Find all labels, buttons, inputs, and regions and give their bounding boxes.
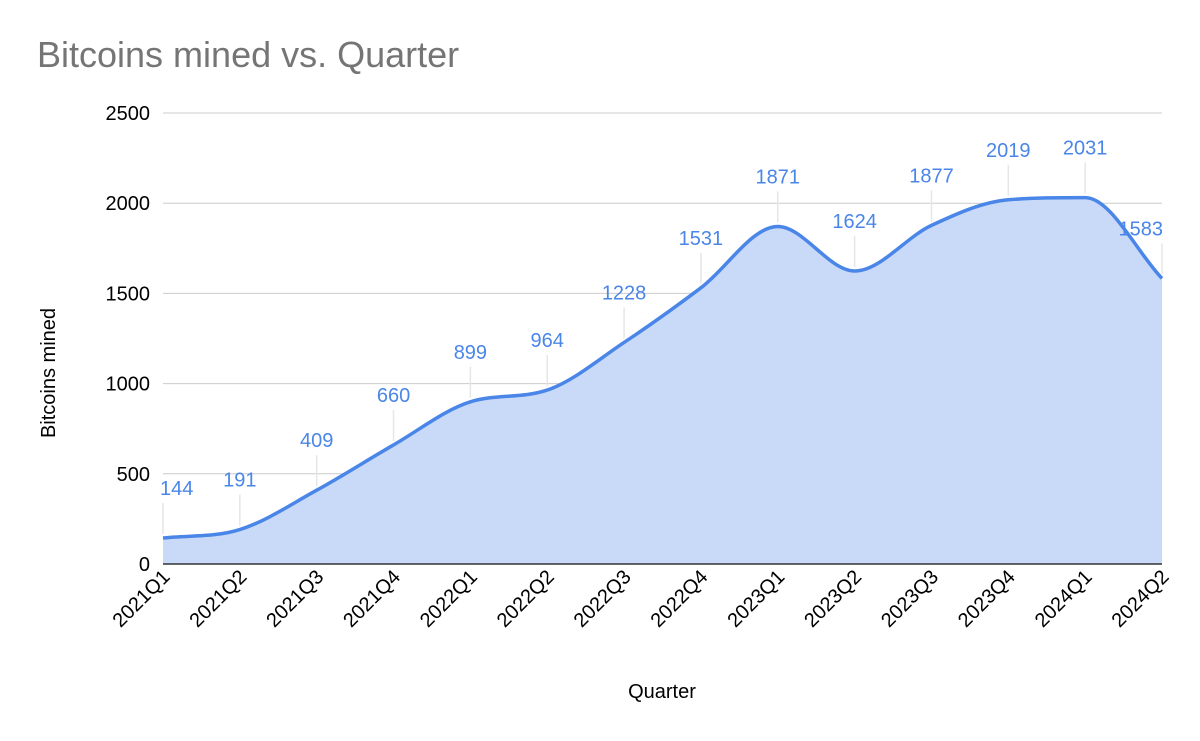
x-tick-labels: 2021Q1 2021Q2 2021Q3 2021Q4 2022Q1 2022Q2 2022… [109, 566, 1174, 632]
y-tick-label: 2500 [106, 103, 151, 125]
y-tick-label: 500 [117, 464, 150, 486]
y-tick-label: 0 [139, 554, 150, 576]
y-tick-label: 1500 [106, 283, 151, 305]
series-area-fill [163, 197, 1162, 564]
x-tick-label: 2021Q2 [185, 566, 251, 632]
x-tick-label: 2022Q2 [493, 566, 559, 632]
data-label: 1624 [832, 211, 877, 233]
chart-title: Bitcoins mined vs. Quarter [37, 34, 460, 75]
x-tick-label: 2022Q4 [647, 566, 713, 632]
data-label: 964 [531, 330, 564, 352]
x-tick-label: 2023Q4 [954, 566, 1020, 632]
y-tick-label: 2000 [106, 193, 151, 215]
data-labels: 144 191 409 660 899 964 1228 1531 1871 1624 1877 20… [160, 138, 1163, 500]
x-tick-label: 2021Q3 [262, 566, 328, 632]
y-tick-labels: 0 500 1000 1500 2000 2500 [106, 103, 151, 576]
series-line [162, 195, 1164, 540]
data-label: 144 [160, 478, 193, 500]
y-tick-label: 1000 [106, 374, 151, 396]
data-label: 899 [454, 342, 487, 364]
x-tick-label: 2022Q3 [570, 566, 636, 632]
x-tick-label: 2024Q1 [1031, 566, 1097, 632]
data-label: 1583 [1119, 218, 1164, 240]
data-label: 1531 [679, 228, 724, 250]
x-tick-label: 2024Q2 [1108, 566, 1174, 632]
data-label: 1871 [756, 166, 801, 188]
data-label-leaders [162, 162, 1163, 535]
data-label: 2031 [1063, 138, 1108, 160]
x-tick-label: 2023Q1 [723, 566, 789, 632]
x-tick-label: 2022Q1 [416, 566, 482, 632]
x-axis-title: Quarter [628, 681, 696, 703]
y-axis-title: Bitcoins mined [38, 308, 60, 438]
data-label: 1228 [602, 282, 647, 304]
data-label: 191 [223, 470, 256, 492]
data-label: 1877 [909, 165, 954, 187]
x-tick-label: 2023Q3 [877, 566, 943, 632]
x-tick-label: 2021Q4 [339, 566, 405, 632]
data-label: 2019 [986, 140, 1031, 162]
data-label: 409 [300, 430, 333, 452]
x-tick-label: 2023Q2 [800, 566, 866, 632]
data-label: 660 [377, 385, 410, 407]
